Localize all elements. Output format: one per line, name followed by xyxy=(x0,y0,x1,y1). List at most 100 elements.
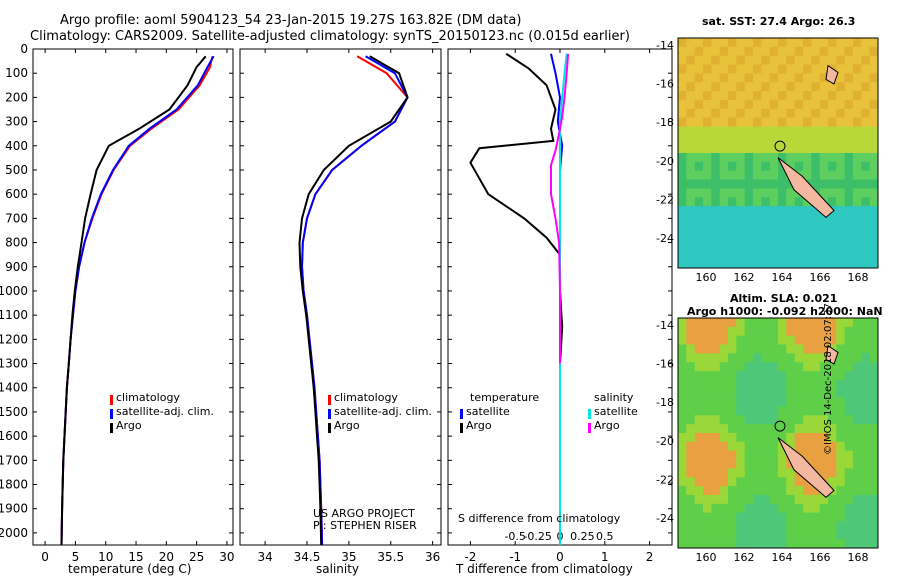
sdiff-tick-label: -0.5 xyxy=(504,530,525,543)
map-cell xyxy=(694,108,704,119)
map-cell xyxy=(786,415,796,425)
depth-tick-label: 1300 xyxy=(0,357,28,371)
map-cell xyxy=(744,223,754,234)
map-cell xyxy=(811,371,821,381)
map-cell xyxy=(803,397,812,407)
map-cell xyxy=(853,424,862,434)
map-cell xyxy=(853,494,862,505)
map-cell xyxy=(711,214,721,225)
map-cell xyxy=(703,144,712,154)
map-cell xyxy=(786,406,796,416)
map-cell xyxy=(778,503,787,514)
map-cell xyxy=(711,477,721,487)
map-cell xyxy=(678,344,687,354)
map-cell xyxy=(828,415,837,425)
map-cell xyxy=(728,126,737,136)
map-cell xyxy=(728,232,737,242)
map-cell xyxy=(786,214,796,225)
map-cell xyxy=(803,55,812,65)
map-cell xyxy=(853,241,862,251)
map-cell xyxy=(811,494,821,505)
map-cell xyxy=(678,477,687,487)
map-cell xyxy=(869,46,879,57)
map-cell xyxy=(794,214,804,225)
map-cell xyxy=(736,406,746,416)
map-cell xyxy=(819,433,829,443)
map-cell xyxy=(853,353,862,363)
map-cell xyxy=(761,259,771,269)
map-cell xyxy=(861,494,871,505)
map-cell xyxy=(703,126,712,136)
tdiff-tick-label: -1 xyxy=(509,550,521,564)
map-cell xyxy=(811,424,821,434)
map-cell xyxy=(678,406,687,416)
map-cell xyxy=(803,153,812,163)
map-cell xyxy=(694,250,704,260)
map-cell xyxy=(719,223,729,234)
map-cell xyxy=(753,379,762,390)
map-cell xyxy=(794,503,804,514)
map-cell xyxy=(736,223,746,234)
map-cell xyxy=(703,259,712,269)
map-cell xyxy=(719,468,729,478)
map-cell xyxy=(869,424,879,434)
map-cell xyxy=(711,206,721,216)
map-cell xyxy=(686,441,696,452)
map-cell xyxy=(853,539,862,549)
map-cell xyxy=(819,188,829,198)
map-cell xyxy=(844,503,854,514)
map-cell xyxy=(844,326,854,337)
map-cell xyxy=(736,521,746,531)
map-cell xyxy=(803,433,812,443)
map-cell xyxy=(694,441,704,452)
map-lat-label: -16 xyxy=(656,78,674,91)
map-cell xyxy=(694,362,704,372)
map-cell xyxy=(686,153,696,163)
map-cell xyxy=(678,64,687,74)
map-cell xyxy=(828,197,837,207)
map-cell xyxy=(703,503,712,514)
map-cell xyxy=(786,91,796,101)
map-cell xyxy=(811,153,821,163)
map-cell xyxy=(861,91,871,101)
map-cell xyxy=(678,459,687,469)
map-cell xyxy=(761,468,771,478)
tdiff-tick-label: 0 xyxy=(556,550,564,564)
map-cell xyxy=(869,406,879,416)
map-cell xyxy=(819,73,829,83)
map-cell xyxy=(761,371,771,381)
tdiff-tick-label: -2 xyxy=(464,550,476,564)
map-cell xyxy=(836,99,846,110)
map-cell xyxy=(828,188,837,198)
map-cell xyxy=(694,486,704,496)
x-tick-label: 34 xyxy=(257,550,272,564)
map-cell xyxy=(794,117,804,127)
map-cell xyxy=(728,441,737,452)
map-cell xyxy=(694,397,704,407)
map-cell xyxy=(778,326,787,337)
map-cell xyxy=(719,415,729,425)
map-cell xyxy=(753,232,762,242)
map-cell xyxy=(711,82,721,92)
map-cell xyxy=(803,144,812,154)
map-cell xyxy=(769,468,779,478)
map-cell xyxy=(811,441,821,452)
map-cell xyxy=(703,494,712,505)
map-cell xyxy=(819,55,829,65)
map-cell xyxy=(761,223,771,234)
map-cell xyxy=(736,99,746,110)
map-cell xyxy=(736,232,746,242)
map-cell xyxy=(869,441,879,452)
map-cell xyxy=(719,214,729,225)
map-cell xyxy=(869,197,879,207)
map-lon-label: 166 xyxy=(810,551,831,564)
map-cell xyxy=(719,503,729,514)
series-line-1 xyxy=(300,55,409,546)
map-cell xyxy=(861,539,871,549)
map-cell xyxy=(711,135,721,145)
map-cell xyxy=(678,318,687,328)
map-cell xyxy=(836,494,846,505)
map-cell xyxy=(694,64,704,74)
map-cell xyxy=(861,259,871,269)
map-cell xyxy=(736,503,746,514)
